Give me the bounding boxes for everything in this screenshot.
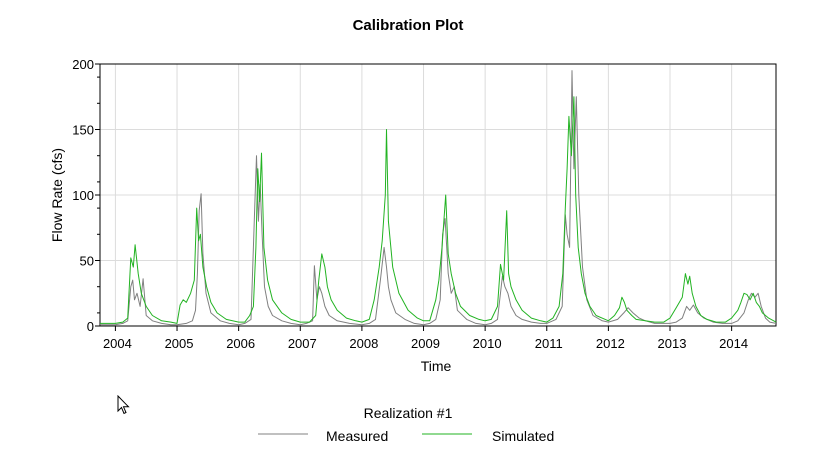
y-tick-label: 100 <box>72 188 94 203</box>
series-layer <box>100 70 777 326</box>
x-tick-label: 2011 <box>535 336 563 351</box>
x-axis-label: Time <box>421 358 452 374</box>
y-tick-label: 0 <box>87 319 94 334</box>
series-line-simulated <box>100 96 777 324</box>
legend-label-measured: Measured <box>326 428 388 444</box>
x-tick-label: 2012 <box>596 336 625 351</box>
x-tick-label: 2008 <box>349 336 378 351</box>
y-axis-label: Flow Rate (cfs) <box>49 148 65 242</box>
y-tick-label: 150 <box>72 123 94 138</box>
series-line-measured <box>100 70 777 326</box>
chart-title: Calibration Plot <box>353 17 464 34</box>
x-tick-label: 2007 <box>288 336 317 351</box>
x-tick-label: 2010 <box>473 336 502 351</box>
x-tick-label: 2004 <box>103 336 132 351</box>
y-tick-label: 200 <box>72 57 94 72</box>
y-axis: 0 50 100 150 200 <box>72 57 100 334</box>
x-axis: 2004 2005 2006 2007 2008 2009 2010 2011 2012 2013… <box>103 326 748 351</box>
x-tick-label: 2009 <box>411 336 440 351</box>
legend: Measured Simulated <box>258 428 554 444</box>
x-tick-label: 2006 <box>226 336 255 351</box>
legend-title: Realization #1 <box>364 405 453 421</box>
legend-label-simulated: Simulated <box>492 428 554 444</box>
y-tick-label: 50 <box>80 254 94 269</box>
mouse-cursor-icon <box>117 395 130 415</box>
x-tick-label: 2013 <box>658 336 687 351</box>
x-tick-label: 2014 <box>719 336 748 351</box>
x-tick-label: 2005 <box>165 336 194 351</box>
